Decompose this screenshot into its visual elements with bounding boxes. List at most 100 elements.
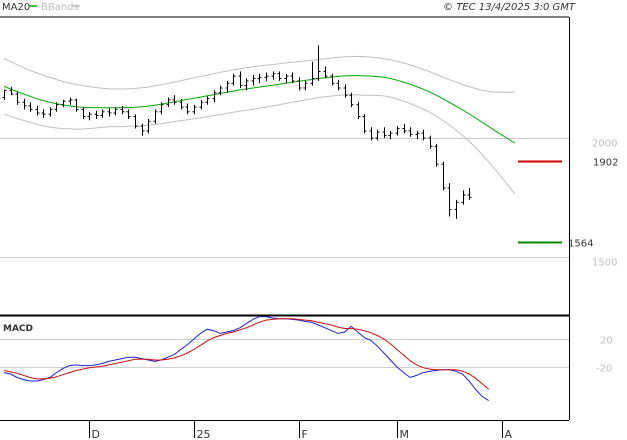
price-y-tick-label: 1500	[592, 258, 617, 269]
ohlc-bar	[461, 190, 466, 205]
ohlc-bar	[402, 123, 407, 134]
ohlc-bar	[113, 107, 118, 116]
ohlc-bar	[264, 72, 269, 81]
ohlc-bar	[205, 96, 210, 105]
ohlc-bars	[2, 45, 472, 219]
ohlc-bar	[81, 107, 86, 119]
ohlc-bar	[408, 127, 413, 137]
ohlc-bar	[225, 80, 230, 93]
legend-ma20-label: MA20	[2, 2, 30, 13]
ohlc-bar	[231, 73, 236, 86]
x-axis-label: M	[400, 428, 410, 440]
macd-y-tick-label: 20	[600, 336, 613, 347]
ohlc-bar	[179, 98, 184, 110]
bollinger-bands	[3, 55, 516, 195]
x-axis-label: A	[505, 428, 513, 440]
ohlc-bar	[284, 73, 289, 84]
price-y-tick-label: 2000	[592, 139, 617, 150]
ohlc-bar	[310, 61, 315, 86]
ma20-series	[3, 75, 516, 144]
ohlc-bar	[454, 199, 459, 219]
ohlc-bar	[100, 109, 105, 118]
ohlc-bar	[388, 130, 393, 140]
ohlc-bar	[277, 71, 282, 81]
bbands-upper-series	[3, 55, 515, 93]
macd-series	[3, 316, 489, 402]
ohlc-bar	[356, 102, 361, 119]
ohlc-bar	[54, 102, 59, 112]
ohlc-bar	[382, 127, 387, 138]
ohlc-bar	[369, 127, 374, 141]
price-markers: 1902 1564	[518, 158, 618, 250]
macd-grid	[0, 339, 569, 368]
ohlc-bar	[362, 114, 367, 134]
ohlc-bar	[297, 77, 302, 91]
ohlc-bar	[395, 126, 400, 136]
ohlc-bar	[94, 110, 99, 119]
ohlc-bar	[74, 98, 79, 112]
ohlc-bar	[349, 92, 354, 108]
ohlc-bar	[166, 97, 171, 108]
ohlc-bar	[126, 109, 131, 119]
legend: MA20 BBands	[2, 2, 80, 13]
ma20-line	[3, 75, 516, 144]
ohlc-bar	[22, 98, 27, 110]
ohlc-bar	[303, 80, 308, 91]
macd-panel-label: MACD	[3, 324, 33, 334]
ohlc-bar	[146, 119, 151, 134]
ohlc-bar	[107, 108, 112, 117]
chart-frame	[0, 16, 570, 421]
macd-y-axis: 20 -20	[596, 336, 613, 375]
ohlc-bar	[192, 104, 197, 115]
ohlc-bar	[375, 129, 380, 141]
ohlc-bar	[159, 102, 164, 115]
ohlc-bar	[251, 74, 256, 86]
bbands-lower-series	[3, 94, 516, 195]
x-axis-label: 25	[197, 428, 211, 440]
ohlc-bar	[330, 73, 335, 86]
price-y-axis: 2000 1500	[592, 139, 617, 269]
ohlc-bar	[336, 79, 341, 91]
signal-series	[3, 318, 490, 390]
ohlc-bar	[238, 71, 243, 88]
ohlc-bar	[428, 135, 433, 149]
ohlc-bar	[343, 84, 348, 98]
ohlc-bar	[140, 123, 145, 136]
ohlc-bar	[467, 188, 472, 200]
ohlc-bar	[316, 45, 321, 81]
ohlc-bar	[68, 97, 73, 105]
ohlc-bar	[447, 183, 452, 217]
x-axis: D 25 F M A	[89, 420, 513, 440]
macd-y-tick-label: -20	[596, 364, 612, 375]
legend-bbands-label: BBands	[41, 2, 79, 13]
ohlc-bar	[15, 91, 20, 105]
ohlc-bar	[48, 107, 53, 117]
ohlc-bar	[415, 130, 420, 140]
ohlc-bar	[120, 105, 125, 115]
ohlc-bar	[218, 85, 223, 96]
ohlc-bar	[35, 105, 40, 116]
ohlc-bar	[244, 78, 249, 91]
ohlc-bar	[290, 72, 295, 84]
ohlc-bar	[257, 73, 262, 84]
ohlc-bar	[434, 143, 439, 167]
ohlc-bar	[2, 89, 7, 100]
ohlc-bar	[323, 66, 328, 79]
price-marker-label: 1564	[568, 239, 593, 250]
ohlc-bar	[9, 86, 14, 96]
ohlc-bar	[172, 95, 177, 105]
ohlc-bar	[421, 129, 426, 141]
ohlc-bar	[185, 103, 190, 115]
copyright-timestamp: © TEC 13/4/2025 3:0 GMT	[443, 2, 576, 13]
x-axis-label: D	[92, 428, 100, 440]
ohlc-bar	[41, 109, 46, 118]
ohlc-bar	[133, 114, 138, 129]
ohlc-bar	[441, 161, 446, 191]
price-marker-label: 1902	[593, 158, 618, 169]
ohlc-bar	[28, 102, 33, 112]
ohlc-bar	[212, 90, 217, 103]
macd-lines	[3, 316, 490, 402]
ohlc-bar	[87, 111, 92, 121]
price-grid	[0, 138, 569, 258]
